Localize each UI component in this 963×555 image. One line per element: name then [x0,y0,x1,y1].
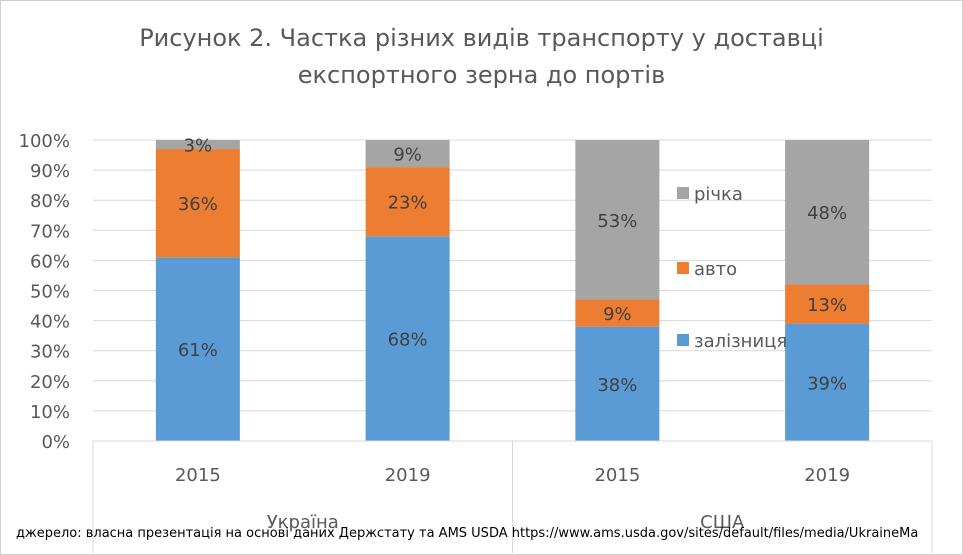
data-label: 36% [178,194,218,215]
legend-swatch [677,262,689,274]
x-tick-label: 2015 [175,465,221,486]
bar-segment [365,236,450,441]
y-tick-label: 50% [30,282,70,303]
bars [155,140,870,441]
bar-segment [155,149,240,258]
legend-label: залізниця [694,331,787,352]
bar-segment [785,140,870,285]
data-label: 48% [807,203,847,224]
bar-segment [365,140,450,168]
data-label: 23% [388,193,428,214]
data-label: 53% [597,211,637,232]
data-label: 13% [807,295,847,316]
chart-title: Рисунок 2. Частка різних видів транспорт… [0,20,963,94]
data-label: 61% [178,340,218,361]
chart-title-line-1: Рисунок 2. Частка різних видів транспорт… [139,24,824,52]
legend: річка авто залізниця [677,184,787,352]
group-label: США [700,512,745,533]
y-tick-label: 80% [30,191,70,212]
bar-segment [785,284,870,324]
bar-segment [155,140,240,150]
x-tick-label: 2019 [804,465,850,486]
legend-swatch [677,334,689,346]
chart-title-line-2: експортного зерна до портів [297,61,666,89]
data-label: 68% [388,330,428,351]
axes: 0% 10% 20% 30% 40% 50% 60% 70% 80% 90% 100% 2015 201… [19,131,933,553]
legend-swatch [677,187,689,199]
bar-segment [575,140,660,300]
x-tick-label: 2019 [385,465,431,486]
bar-segment [785,323,870,441]
y-tick-label: 20% [30,372,70,393]
x-tick-label: 2015 [594,465,640,486]
data-label: 9% [393,145,422,166]
legend-label: авто [694,259,737,280]
legend-label: річка [694,184,743,205]
data-labels: 61% 36% 3% 68% 23% 9% 38% 9% 53% 39% 13% 48% [178,136,847,396]
y-tick-label: 0% [41,432,70,453]
y-tick-label: 100% [19,131,70,152]
bar-segment [365,167,450,237]
y-tick-label: 60% [30,251,70,272]
bar-segment [575,326,660,441]
data-label: 38% [597,375,637,396]
data-label: 9% [603,304,632,325]
y-tick-label: 90% [30,161,70,182]
group-label: Україна [267,512,339,533]
y-tick-label: 70% [30,221,70,242]
y-tick-label: 10% [30,402,70,423]
data-label: 39% [807,373,847,394]
y-tick-label: 30% [30,342,70,363]
bar-segment [575,299,660,327]
bar-segment [155,257,240,441]
data-label: 3% [184,136,213,157]
y-tick-label: 40% [30,312,70,333]
source-note: джерело: власна презентація на основі да… [16,526,919,541]
